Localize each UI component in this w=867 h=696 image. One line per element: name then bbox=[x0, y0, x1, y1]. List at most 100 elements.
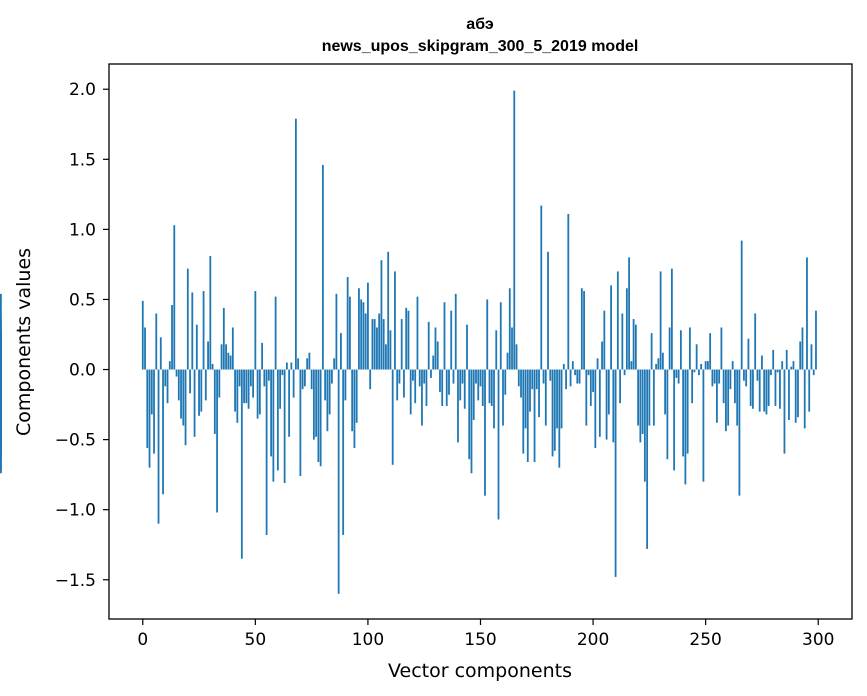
bar-109 bbox=[387, 251, 390, 370]
bar-75 bbox=[310, 369, 313, 390]
bar-211 bbox=[616, 271, 619, 370]
chart-title-line-1: абэ bbox=[466, 16, 494, 33]
bar-181 bbox=[549, 369, 552, 381]
bar-55 bbox=[265, 369, 268, 535]
bar-117 bbox=[405, 307, 408, 370]
bar-82 bbox=[326, 369, 329, 432]
x-tick-label: 300 bbox=[802, 630, 834, 650]
bar-24 bbox=[195, 324, 198, 370]
bar-65 bbox=[288, 369, 291, 437]
bar-262 bbox=[731, 361, 734, 370]
bar-167 bbox=[517, 369, 520, 387]
bar-173 bbox=[531, 369, 534, 390]
bar-48 bbox=[249, 369, 252, 387]
bar-56 bbox=[267, 369, 270, 381]
y-tick-label: 1.5 bbox=[69, 150, 96, 170]
bar-84 bbox=[331, 369, 333, 384]
bar-106 bbox=[380, 260, 383, 370]
bar-281 bbox=[774, 369, 777, 406]
y-axis-label: Components values bbox=[13, 248, 35, 436]
bar-273 bbox=[756, 369, 759, 381]
bar-188 bbox=[565, 369, 567, 390]
bar-168 bbox=[520, 369, 522, 398]
bar-151 bbox=[481, 369, 484, 406]
bar-135 bbox=[445, 369, 448, 406]
bar-86 bbox=[335, 293, 338, 370]
bar-260 bbox=[727, 369, 730, 426]
bar-258 bbox=[722, 369, 725, 404]
bar-272 bbox=[754, 313, 757, 370]
bar-23 bbox=[193, 369, 196, 437]
bar-267 bbox=[743, 369, 745, 381]
x-axis-ticks: 0 50 100 150 200 250 300 bbox=[137, 619, 834, 650]
bar-22 bbox=[191, 292, 194, 370]
bar-74 bbox=[308, 352, 311, 370]
bar-123 bbox=[418, 369, 421, 387]
bar-0 bbox=[141, 300, 144, 370]
bar-146 bbox=[470, 369, 473, 474]
bar-199 bbox=[589, 369, 592, 406]
bar-214 bbox=[623, 369, 626, 376]
bar-68 bbox=[294, 118, 297, 370]
bar-236 bbox=[673, 369, 676, 471]
bar-83 bbox=[328, 369, 331, 415]
bar-10 bbox=[164, 369, 167, 387]
bar-46 bbox=[245, 369, 248, 404]
bar-229 bbox=[657, 358, 660, 370]
bar-266 bbox=[740, 240, 743, 370]
bar-13 bbox=[171, 305, 173, 370]
bar-155 bbox=[490, 369, 493, 406]
bar-97 bbox=[360, 299, 363, 370]
bar-5 bbox=[153, 369, 155, 454]
bar-126 bbox=[425, 369, 428, 406]
bar-158 bbox=[497, 369, 500, 520]
bar-57 bbox=[270, 369, 273, 457]
bar-15 bbox=[175, 369, 178, 377]
bar-276 bbox=[763, 369, 766, 412]
bar-52 bbox=[258, 369, 261, 415]
bar-115 bbox=[400, 319, 403, 370]
bar-239 bbox=[679, 330, 682, 370]
bar-80 bbox=[321, 164, 324, 370]
bar-113 bbox=[396, 369, 399, 401]
bar-14 bbox=[173, 225, 176, 370]
bar-89 bbox=[342, 369, 345, 535]
bar-92 bbox=[349, 296, 351, 370]
bar-196 bbox=[583, 291, 585, 370]
bar-271 bbox=[752, 369, 754, 409]
bar-197 bbox=[585, 369, 588, 426]
bar-147 bbox=[472, 369, 475, 420]
bar-277 bbox=[765, 369, 768, 415]
bar-122 bbox=[416, 296, 419, 370]
y-tick-label: −1.5 bbox=[55, 571, 96, 591]
bar-127 bbox=[427, 321, 430, 370]
bar-116 bbox=[403, 369, 405, 398]
bar-225 bbox=[648, 369, 651, 426]
bar-34 bbox=[218, 369, 221, 398]
bar-136 bbox=[448, 369, 450, 395]
bar-228 bbox=[655, 363, 658, 370]
bar-100 bbox=[367, 282, 369, 370]
x-tick-label: 50 bbox=[245, 630, 267, 650]
bar-108 bbox=[385, 344, 387, 370]
bar-235 bbox=[670, 268, 673, 370]
bar-189 bbox=[567, 213, 570, 370]
bar-103 bbox=[373, 319, 376, 370]
bar-254 bbox=[713, 369, 716, 384]
bar-160 bbox=[502, 369, 504, 426]
bar-31 bbox=[211, 363, 214, 370]
bar-204 bbox=[601, 341, 603, 370]
bar-220 bbox=[637, 369, 640, 426]
bar-73 bbox=[306, 358, 309, 370]
bar-182 bbox=[551, 369, 554, 457]
bar-139 bbox=[454, 293, 457, 370]
bar-291 bbox=[797, 369, 799, 418]
bar-198 bbox=[587, 369, 590, 376]
x-tick-label: 100 bbox=[352, 630, 384, 650]
bar-234 bbox=[668, 327, 671, 370]
bar-268 bbox=[745, 369, 748, 387]
bar-76 bbox=[312, 369, 315, 440]
bar-251 bbox=[707, 361, 709, 370]
bar-233 bbox=[666, 369, 669, 460]
